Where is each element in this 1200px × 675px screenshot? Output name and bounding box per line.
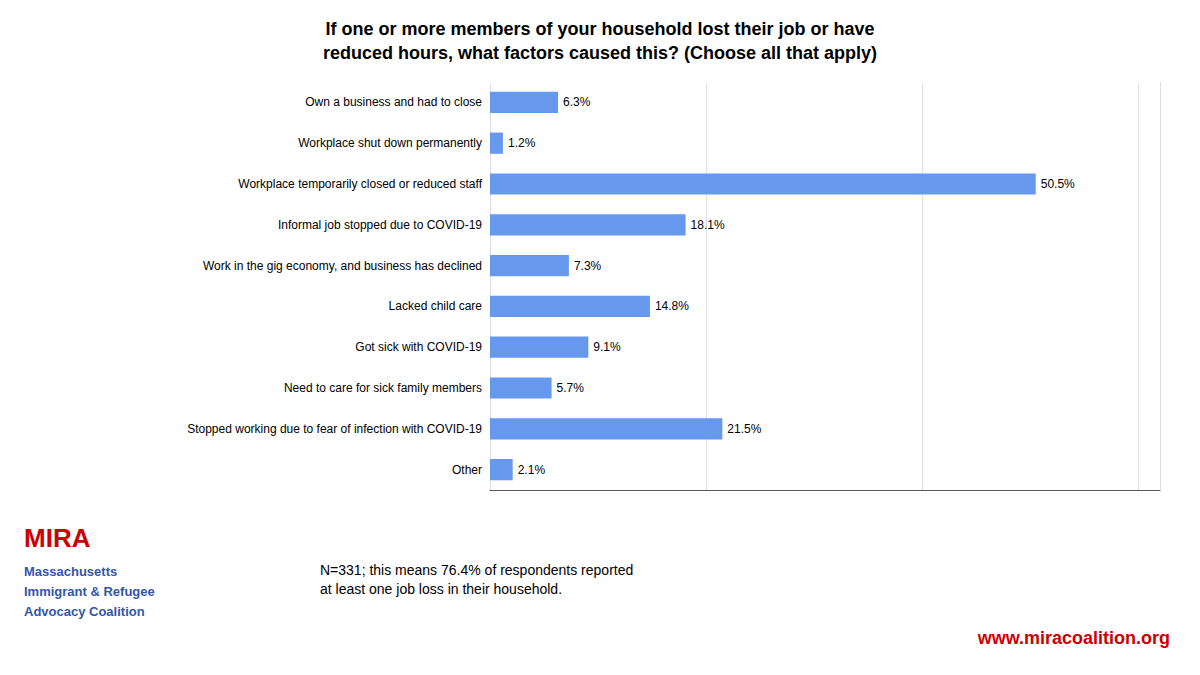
svg-text:2.1%: 2.1% xyxy=(518,463,546,477)
svg-text:Lacked child care: Lacked child care xyxy=(389,299,483,313)
svg-text:50.5%: 50.5% xyxy=(1041,177,1075,191)
svg-text:Advocacy Coalition: Advocacy Coalition xyxy=(24,604,145,619)
svg-text:Other: Other xyxy=(452,463,482,477)
svg-text:Work in the gig economy, and b: Work in the gig economy, and business ha… xyxy=(203,259,482,273)
svg-text:www.miracoalition.org: www.miracoalition.org xyxy=(977,628,1170,648)
svg-text:1.2%: 1.2% xyxy=(508,136,536,150)
svg-text:Massachusetts: Massachusetts xyxy=(24,564,117,579)
svg-text:14.8%: 14.8% xyxy=(655,299,689,313)
svg-text:N=331; this means 76.4% of res: N=331; this means 76.4% of respondents r… xyxy=(320,562,633,578)
svg-text:Got sick with COVID-19: Got sick with COVID-19 xyxy=(355,340,482,354)
svg-text:Informal job stopped due to CO: Informal job stopped due to COVID-19 xyxy=(278,218,482,232)
svg-text:MIRA: MIRA xyxy=(24,523,91,553)
svg-text:Workplace shut down permanentl: Workplace shut down permanently xyxy=(298,136,482,150)
svg-text:6.3%: 6.3% xyxy=(563,95,591,109)
svg-text:7.3%: 7.3% xyxy=(574,259,602,273)
svg-text:Own a business and had to clos: Own a business and had to close xyxy=(305,95,482,109)
svg-text:Workplace temporarily closed o: Workplace temporarily closed or reduced … xyxy=(238,177,482,191)
svg-text:21.5%: 21.5% xyxy=(727,422,761,436)
svg-text:Need to care for sick family m: Need to care for sick family members xyxy=(284,381,482,395)
svg-text:18.1%: 18.1% xyxy=(691,218,725,232)
svg-text:5.7%: 5.7% xyxy=(557,381,585,395)
svg-text:Stopped working due to fear of: Stopped working due to fear of infection… xyxy=(187,422,482,436)
svg-text:Immigrant & Refugee: Immigrant & Refugee xyxy=(24,584,155,599)
svg-text:at least one job loss in their: at least one job loss in their household… xyxy=(320,581,562,597)
svg-text:If one or more members of your: If one or more members of your household… xyxy=(325,19,874,39)
svg-text:9.1%: 9.1% xyxy=(593,340,621,354)
svg-text:reduced hours, what factors ca: reduced hours, what factors caused this?… xyxy=(323,43,877,63)
